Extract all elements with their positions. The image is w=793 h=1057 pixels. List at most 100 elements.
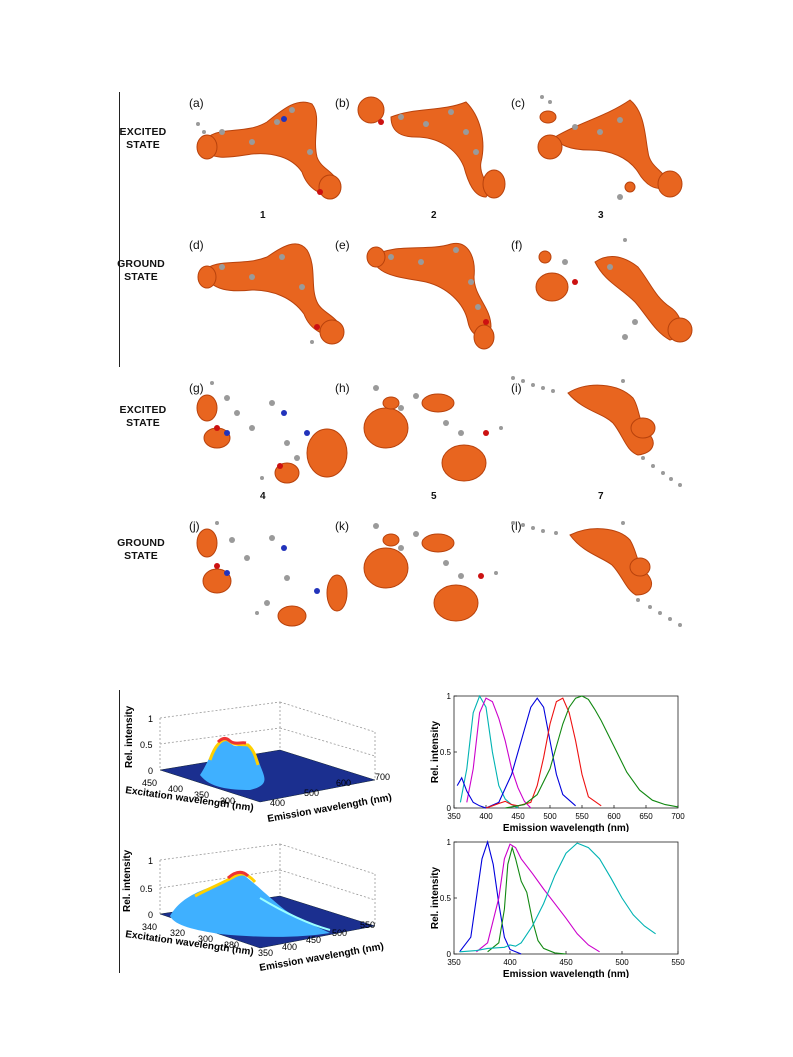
surface-bottom-ex-tick-4: 280 — [224, 940, 239, 950]
panel-label-j: (j) — [189, 519, 200, 533]
spectra-top-plot-area — [453, 695, 679, 809]
left-rule-bottom — [119, 690, 120, 973]
compound-number-1: 1 — [260, 210, 266, 221]
molecule-render-j — [196, 521, 348, 627]
label-ground-state-2: GROUND STATE — [106, 537, 176, 563]
surface-bottom-ztick-1: 1 — [148, 856, 153, 866]
surface-bottom-ex-tick-1: 340 — [142, 922, 157, 932]
state-label-line2: STATE — [124, 271, 158, 283]
surface-top-ztick-1: 1 — [148, 714, 153, 724]
molecule-render-e — [366, 242, 495, 350]
state-label-line1: EXCITED — [119, 404, 167, 416]
spectra-bottom-ytick-label: 0.5 — [440, 894, 452, 903]
surface-plot-bottom-box — [159, 843, 376, 926]
panel-label-g: (g) — [189, 381, 204, 395]
compound-number-7: 7 — [598, 491, 604, 502]
surface-top-ztick-0: 0 — [148, 766, 153, 776]
panel-label-l: (l) — [511, 519, 522, 533]
state-label-line2: STATE — [126, 417, 160, 429]
surface-top-zlabel: Rel. intensity — [124, 705, 135, 768]
spectra-top-xtick-label: 500 — [543, 812, 557, 821]
spectra-top-xlabel: Emission wavelength (nm) — [503, 823, 629, 832]
spectra-top-xtick-label: 350 — [447, 812, 461, 821]
molecule-render-h — [363, 385, 503, 482]
molecule-render-i — [511, 376, 682, 487]
surface-plot-top-peak — [200, 738, 265, 790]
compound-number-5: 5 — [431, 491, 437, 502]
spectra-bottom-xlabel: Emission wavelength (nm) — [503, 969, 629, 978]
surface-bottom-em-tick-2: 400 — [282, 942, 297, 952]
panel-label-i: (i) — [511, 381, 522, 395]
surface-top-ex-tick-2: 400 — [168, 784, 183, 794]
panel-label-a: (a) — [189, 96, 204, 110]
spectra-bottom-series-line-4 — [459, 842, 656, 953]
spectra-top-series-line-4 — [485, 697, 602, 809]
panel-label-k: (k) — [335, 519, 349, 533]
spectra-bottom-xtick-label: 550 — [671, 958, 685, 967]
panel-label-b: (b) — [335, 96, 350, 110]
panel-label-f: (f) — [511, 238, 523, 252]
surface-plot-bottom-peak — [170, 875, 330, 937]
molecule-render-f — [535, 238, 693, 343]
spectra-top-xtick-label: 700 — [671, 812, 685, 821]
surface-top-em-tick-4: 700 — [375, 772, 390, 782]
spectra-bottom-xtick-label: 350 — [447, 958, 461, 967]
label-excited-state-2: EXCITED STATE — [108, 404, 178, 430]
panel-label-e: (e) — [335, 238, 350, 252]
label-ground-state-1: GROUND STATE — [106, 258, 176, 284]
left-rule-top — [119, 92, 120, 367]
surface-bottom-zlabel: Rel. intensity — [122, 849, 133, 912]
state-label-line1: GROUND — [117, 537, 165, 549]
molecule-render-d — [197, 243, 345, 345]
panel-label-h: (h) — [335, 381, 350, 395]
spectra-bottom-xtick-label: 400 — [503, 958, 517, 967]
surface-bottom-em-label: Emission wavelength (nm) — [259, 941, 385, 974]
spectra-top-xtick-label: 550 — [575, 812, 589, 821]
compound-number-4: 4 — [260, 491, 266, 502]
molecule-render-g — [196, 381, 348, 484]
spectra-top-ytick-label: 0.5 — [440, 748, 452, 757]
surface-top-em-tick-3: 600 — [336, 778, 351, 788]
surface-bottom-ztick-05: 0.5 — [140, 884, 153, 894]
compound-number-2: 2 — [431, 210, 437, 221]
emission-spectra-chart-top: 350 400 450 500 550 600 650 700 0 0.5 1 Emission wa… — [430, 692, 685, 832]
state-label-line2: STATE — [126, 139, 160, 151]
surface-plot-top-box — [159, 701, 376, 780]
molecule-render-a — [196, 101, 342, 200]
surface-top-ex-tick-3: 350 — [194, 790, 209, 800]
surface-plot-bottom: Rel. intensity 1 0.5 0 340 320 300 280 E… — [122, 843, 385, 974]
spectra-top-xtick-label: 600 — [607, 812, 621, 821]
surface-top-em-tick-2: 500 — [304, 788, 319, 798]
molecule-render-l — [511, 521, 682, 627]
spectra-bottom-ytick-label: 0 — [447, 950, 452, 959]
spectra-bottom-ylabel: Rel. intensity — [430, 866, 441, 929]
surface-bottom-ztick-0: 0 — [148, 910, 153, 920]
panel-label-d: (d) — [189, 238, 204, 252]
molecule-render-c — [537, 95, 683, 200]
molecule-render-b — [357, 96, 506, 199]
surface-top-ex-tick-1: 450 — [142, 778, 157, 788]
spectra-top-xtick-label: 450 — [511, 812, 525, 821]
spectra-top-xtick-label: 650 — [639, 812, 653, 821]
label-excited-state-1: EXCITED STATE — [108, 126, 178, 152]
spectra-top-ylabel: Rel. intensity — [430, 720, 441, 783]
surface-top-ex-tick-4: 300 — [220, 796, 235, 806]
surface-top-ztick-05: 0.5 — [140, 740, 153, 750]
state-label-line1: GROUND — [117, 258, 165, 270]
surface-bottom-em-tick-4: 500 — [332, 928, 347, 938]
surface-bottom-em-tick-3: 450 — [306, 935, 321, 945]
state-label-line2: STATE — [124, 550, 158, 562]
spectra-bottom-series-line-1 — [459, 840, 522, 955]
spectra-top-series-line-2 — [466, 697, 532, 809]
surface-bottom-em-tick-5: 550 — [360, 920, 375, 930]
molecule-render-k — [363, 523, 498, 622]
spectra-bottom-ytick-label: 1 — [447, 838, 452, 847]
spectra-bottom-xtick-label: 500 — [615, 958, 629, 967]
surface-bottom-ex-tick-2: 320 — [170, 928, 185, 938]
compound-number-3: 3 — [598, 210, 604, 221]
spectra-top-ytick-label: 0 — [447, 804, 452, 813]
spectra-bottom-series-line-2 — [487, 845, 567, 955]
surface-plot-top: Rel. intensity 1 0.5 0 450 400 350 300 E… — [124, 701, 393, 825]
spectra-top-series-line-1 — [459, 694, 519, 809]
spectra-bottom-plot-area — [453, 841, 679, 955]
